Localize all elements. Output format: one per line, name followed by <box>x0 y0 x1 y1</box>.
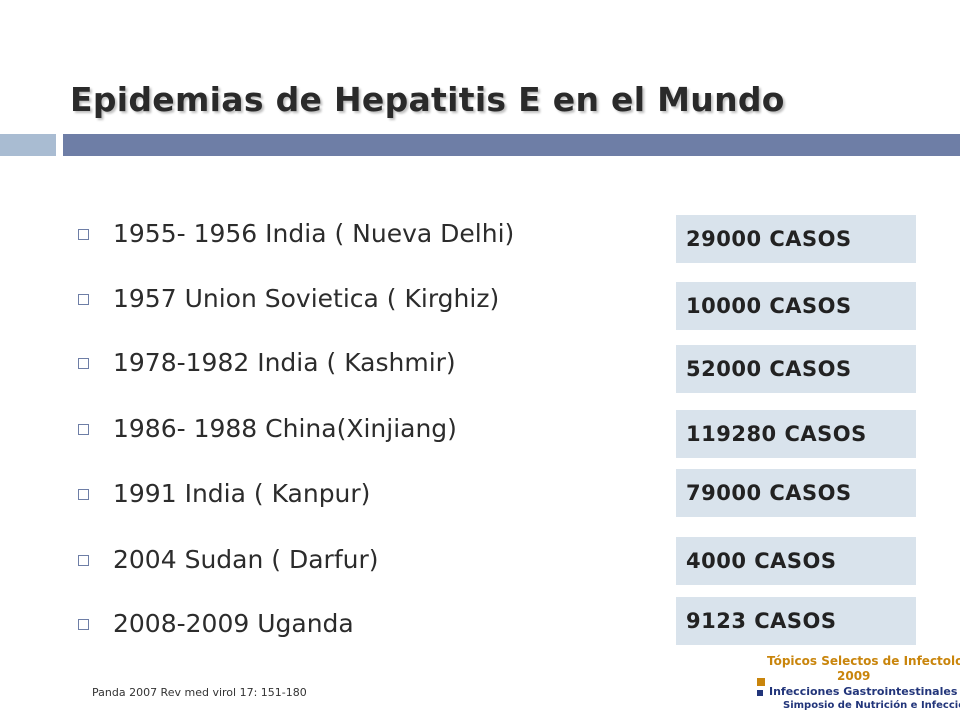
bullet-item: 1991 India ( Kanpur) <box>78 479 678 519</box>
bullet-item: 2004 Sudan ( Darfur) <box>78 545 678 585</box>
case-count-box: 9123 CASOS <box>676 597 916 645</box>
logo-square-icon <box>757 690 763 696</box>
bullet-text: 1991 India ( Kanpur) <box>113 479 371 508</box>
title-bar <box>63 134 960 156</box>
bullet-text: 2008-2009 Uganda <box>113 609 354 638</box>
square-bullet-icon <box>78 229 89 240</box>
case-count-box: 29000 CASOS <box>676 215 916 263</box>
logo-square-icon <box>757 678 765 686</box>
case-count-box: 79000 CASOS <box>676 469 916 517</box>
bullet-text: 1955- 1956 India ( Nueva Delhi) <box>113 219 515 248</box>
slide-title: Epidemias de Hepatitis E en el Mundo <box>70 80 785 119</box>
conference-logo: Tópicos Selectos de Infectología 2009 In… <box>757 648 960 718</box>
case-count-box: 4000 CASOS <box>676 537 916 585</box>
square-bullet-icon <box>78 294 89 305</box>
bullet-item: 1986- 1988 China(Xinjiang) <box>78 414 678 454</box>
bullet-text: 1986- 1988 China(Xinjiang) <box>113 414 457 443</box>
bullet-item: 1957 Union Sovietica ( Kirghiz) <box>78 284 678 324</box>
case-count-box: 119280 CASOS <box>676 410 916 458</box>
logo-line: Simposio de Nutrición e Infección <box>783 700 960 711</box>
bullet-item: 2008-2009 Uganda <box>78 609 678 649</box>
logo-line: Infecciones Gastrointestinales y <box>769 685 960 698</box>
citation: Panda 2007 Rev med virol 17: 151-180 <box>92 686 307 699</box>
case-count-box: 52000 CASOS <box>676 345 916 393</box>
title-bar-accent <box>0 134 56 156</box>
bullet-text: 1978-1982 India ( Kashmir) <box>113 348 456 377</box>
square-bullet-icon <box>78 619 89 630</box>
bullet-text: 1957 Union Sovietica ( Kirghiz) <box>113 284 500 313</box>
square-bullet-icon <box>78 424 89 435</box>
logo-line: Tópicos Selectos de Infectología <box>767 654 960 668</box>
bullet-item: 1955- 1956 India ( Nueva Delhi) <box>78 219 678 259</box>
square-bullet-icon <box>78 358 89 369</box>
case-count-box: 10000 CASOS <box>676 282 916 330</box>
bullet-item: 1978-1982 India ( Kashmir) <box>78 348 678 388</box>
logo-year: 2009 <box>837 669 871 683</box>
square-bullet-icon <box>78 555 89 566</box>
square-bullet-icon <box>78 489 89 500</box>
bullet-text: 2004 Sudan ( Darfur) <box>113 545 379 574</box>
